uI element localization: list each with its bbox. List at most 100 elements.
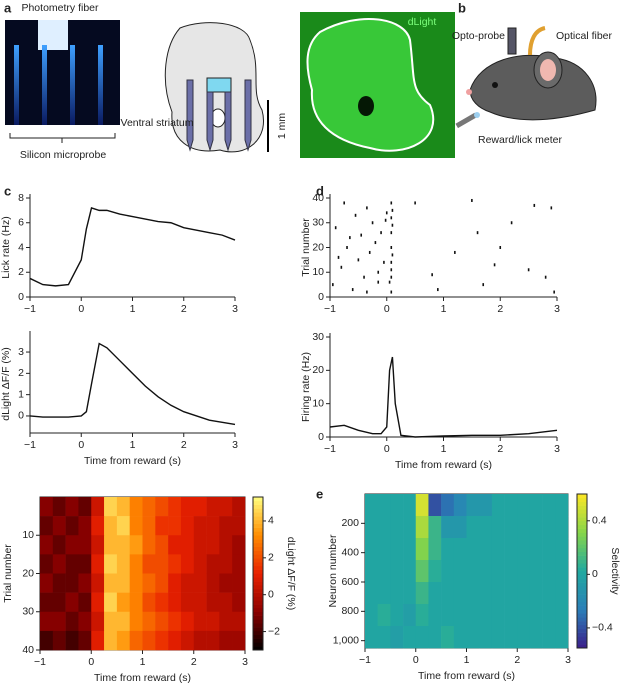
colorbar-segment xyxy=(577,559,587,564)
heatmap-cell xyxy=(491,626,505,649)
y-tick-label: 3 xyxy=(18,346,24,358)
raster-tick xyxy=(380,231,382,235)
colorbar-segment xyxy=(253,565,263,570)
raster-tick xyxy=(340,265,343,269)
heatmap-cell xyxy=(142,592,156,613)
heatmap-cell xyxy=(466,582,480,605)
heatmap-cell xyxy=(168,535,182,555)
heatmap-cell xyxy=(441,494,455,517)
panel-letter: a xyxy=(4,0,12,15)
heatmap-cell xyxy=(428,538,442,561)
heatmap-cell xyxy=(78,554,92,574)
colorbar-segment xyxy=(253,592,263,597)
y-tick-label: 600 xyxy=(341,576,359,588)
heatmap-cell xyxy=(504,538,518,561)
heatmap-cell xyxy=(466,560,480,583)
label: Photometry fiber xyxy=(21,2,99,14)
heatmap-cell xyxy=(232,554,246,574)
heatmap-cell xyxy=(555,494,569,517)
heatmap-cell xyxy=(155,611,169,632)
heatmap-cell xyxy=(116,573,130,593)
colorbar-segment xyxy=(577,563,587,568)
x-tick-label: 2 xyxy=(191,656,197,668)
raster-tick xyxy=(343,201,345,205)
heatmap-cell xyxy=(65,535,79,555)
colorbar-segment xyxy=(253,527,263,532)
heatmap-cell xyxy=(491,516,505,539)
y-axis-label: Trial number xyxy=(2,544,14,603)
colorbar-segment xyxy=(577,567,587,572)
colorbar-segment xyxy=(577,613,587,618)
heatmap-cell xyxy=(415,516,429,539)
heatmap-cell xyxy=(65,630,79,651)
colorbar-segment xyxy=(253,619,263,624)
colorbar-segment xyxy=(577,605,587,610)
heatmap-cell xyxy=(180,573,195,593)
colorbar-segment xyxy=(253,519,263,525)
heatmap-cell xyxy=(180,630,195,651)
colorbar-segment xyxy=(253,535,263,540)
colorbar-segment xyxy=(253,497,263,502)
x-tick-label: 1 xyxy=(140,656,146,668)
heatmap-cell xyxy=(479,516,493,539)
colorbar-segment xyxy=(253,516,263,521)
label: 1 mm xyxy=(276,113,288,140)
heatmap-cell xyxy=(206,592,220,613)
raster-tick xyxy=(390,231,393,235)
heatmap-cell xyxy=(52,592,66,613)
heatmap-cell xyxy=(155,630,169,651)
colorbar-tick-label: 2 xyxy=(268,552,274,564)
heatmap-cell xyxy=(504,516,518,539)
data-line xyxy=(29,342,236,426)
heatmap-cell xyxy=(529,582,543,605)
heatmap-cell xyxy=(453,538,467,561)
raster-tick xyxy=(493,263,496,267)
y-axis-label: Firing rate (Hz) xyxy=(300,352,312,422)
heatmap-cell xyxy=(155,592,169,613)
heatmap-cell xyxy=(453,626,467,649)
heatmap-cell xyxy=(52,516,66,536)
heatmap-cell xyxy=(142,573,156,593)
colorbar-segment xyxy=(253,638,263,643)
colorbar-segment xyxy=(577,540,587,545)
heatmap-cell xyxy=(116,516,130,536)
colorbar-segment xyxy=(253,623,263,628)
colorbar-segment xyxy=(577,640,587,645)
heatmap-cell xyxy=(78,592,92,613)
raster-tick xyxy=(334,226,337,230)
heatmap-cell xyxy=(479,494,493,517)
heatmap-cell xyxy=(479,582,493,605)
heatmap-cell xyxy=(441,582,455,605)
colorbar-segment xyxy=(577,628,587,633)
raster-tick xyxy=(351,288,354,292)
raster-tick xyxy=(332,283,334,287)
colorbar-segment xyxy=(253,634,263,639)
colorbar-segment xyxy=(577,555,587,560)
heatmap-cell xyxy=(168,516,182,536)
heatmap-cell xyxy=(52,497,66,517)
heatmap-cell xyxy=(542,494,556,517)
heatmap-cell xyxy=(542,604,556,627)
heatmap-cell xyxy=(453,560,467,583)
x-tick-label: 1 xyxy=(130,303,136,315)
heatmap-cell xyxy=(529,604,543,627)
heatmap-cell xyxy=(40,497,54,517)
heatmap-cell xyxy=(555,604,569,627)
heatmap-cell xyxy=(193,516,207,536)
heatmap-cell xyxy=(104,611,118,632)
heatmap-cell xyxy=(65,573,79,593)
x-tick-label: 1 xyxy=(130,439,136,451)
heatmap-cell xyxy=(479,560,493,583)
x-tick-label: 1 xyxy=(441,443,447,455)
raster-tick xyxy=(366,206,368,210)
heatmap-cell xyxy=(529,626,543,649)
colorbar-segment xyxy=(577,551,587,556)
heatmap-cell xyxy=(504,626,518,649)
colorbar-segment xyxy=(253,577,263,582)
colorbar-segment xyxy=(577,632,587,637)
y-axis-label: dLight ΔF/F (%) xyxy=(0,347,12,421)
heatmap-cell xyxy=(504,560,518,583)
heatmap-cell xyxy=(428,516,442,539)
heatmap-cell xyxy=(91,592,105,613)
heatmap-cell xyxy=(517,538,531,561)
